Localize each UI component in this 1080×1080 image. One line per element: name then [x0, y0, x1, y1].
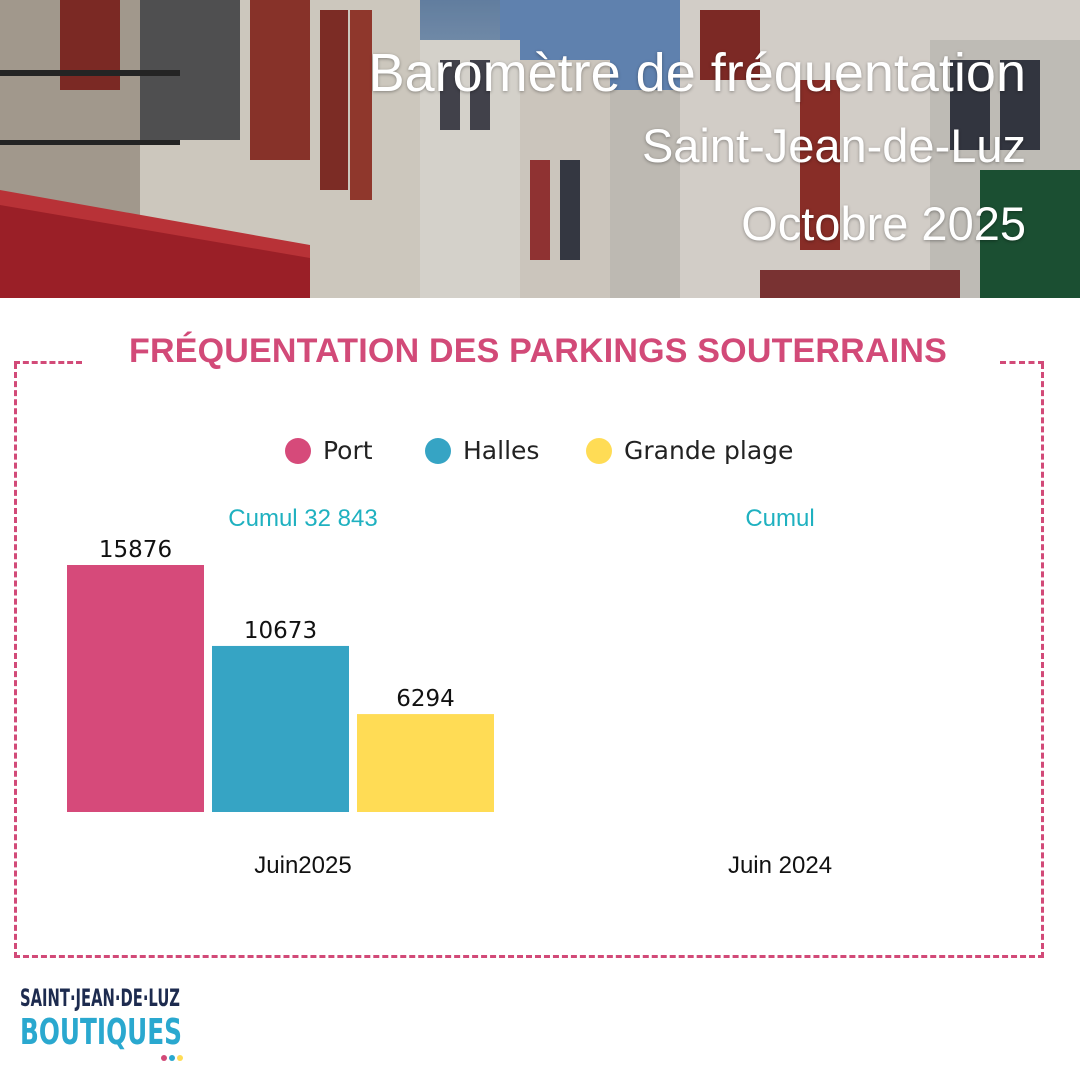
group-label-juin-2024: Juin 2024	[727, 852, 833, 879]
legend-swatch-grande-plage	[586, 437, 612, 464]
city-name: Saint-Jean-de-Luz	[641, 119, 1026, 172]
frame-border-top-left	[14, 361, 82, 364]
bar-value-port-group-0: 15876	[99, 537, 172, 563]
frame-border-top-right	[1000, 361, 1044, 364]
bar-value-grande-plage-group-0: 6294	[396, 686, 455, 712]
legend-item-halles: Halles	[425, 436, 539, 465]
street-photo-illustration	[0, 0, 1080, 298]
report-period: Octobre 2025	[741, 197, 1026, 250]
header-photo: Baromètre de fréquentation Saint-Jean-de…	[0, 0, 1080, 298]
cumul-juin-2025: Cumul 32 843	[228, 505, 378, 532]
barometer-title: Baromètre de fréquentation	[368, 43, 1026, 103]
section-title: FRÉQUENTATION DES PARKINGS SOUTERRAINS	[129, 332, 947, 370]
chart-legend: Port Halles Grande plage	[0, 436, 1080, 472]
legend-label-grande-plage: Grande plage	[624, 436, 794, 465]
bar-value-halles-group-0: 10673	[244, 618, 317, 644]
legend-label-port: Port	[323, 436, 373, 465]
bar-halles-group-0	[212, 645, 349, 812]
legend-swatch-halles	[425, 437, 451, 464]
chart-frame	[14, 363, 1044, 958]
legend-item-grande-plage: Grande plage	[586, 436, 793, 465]
bar-port-group-0	[67, 565, 204, 812]
legend-item-port: Port	[285, 436, 373, 465]
logo-line-2: BOUTIQUES	[20, 1012, 182, 1053]
cumul-juin-2024: Cumul	[745, 505, 815, 532]
logo-graphic: SAINT·JEAN·DE·LUZ BOUTIQUES	[20, 984, 183, 1061]
boutiques-logo: SAINT·JEAN·DE·LUZ BOUTIQUES	[18, 966, 198, 1066]
legend-swatch-port	[285, 437, 311, 464]
group-label-juin-2025: Juin2025	[254, 852, 352, 879]
logo-line-1: SAINT·JEAN·DE·LUZ	[20, 984, 180, 1012]
legend-label-halles: Halles	[463, 436, 540, 465]
bar-grande-plage-group-0	[357, 714, 494, 812]
